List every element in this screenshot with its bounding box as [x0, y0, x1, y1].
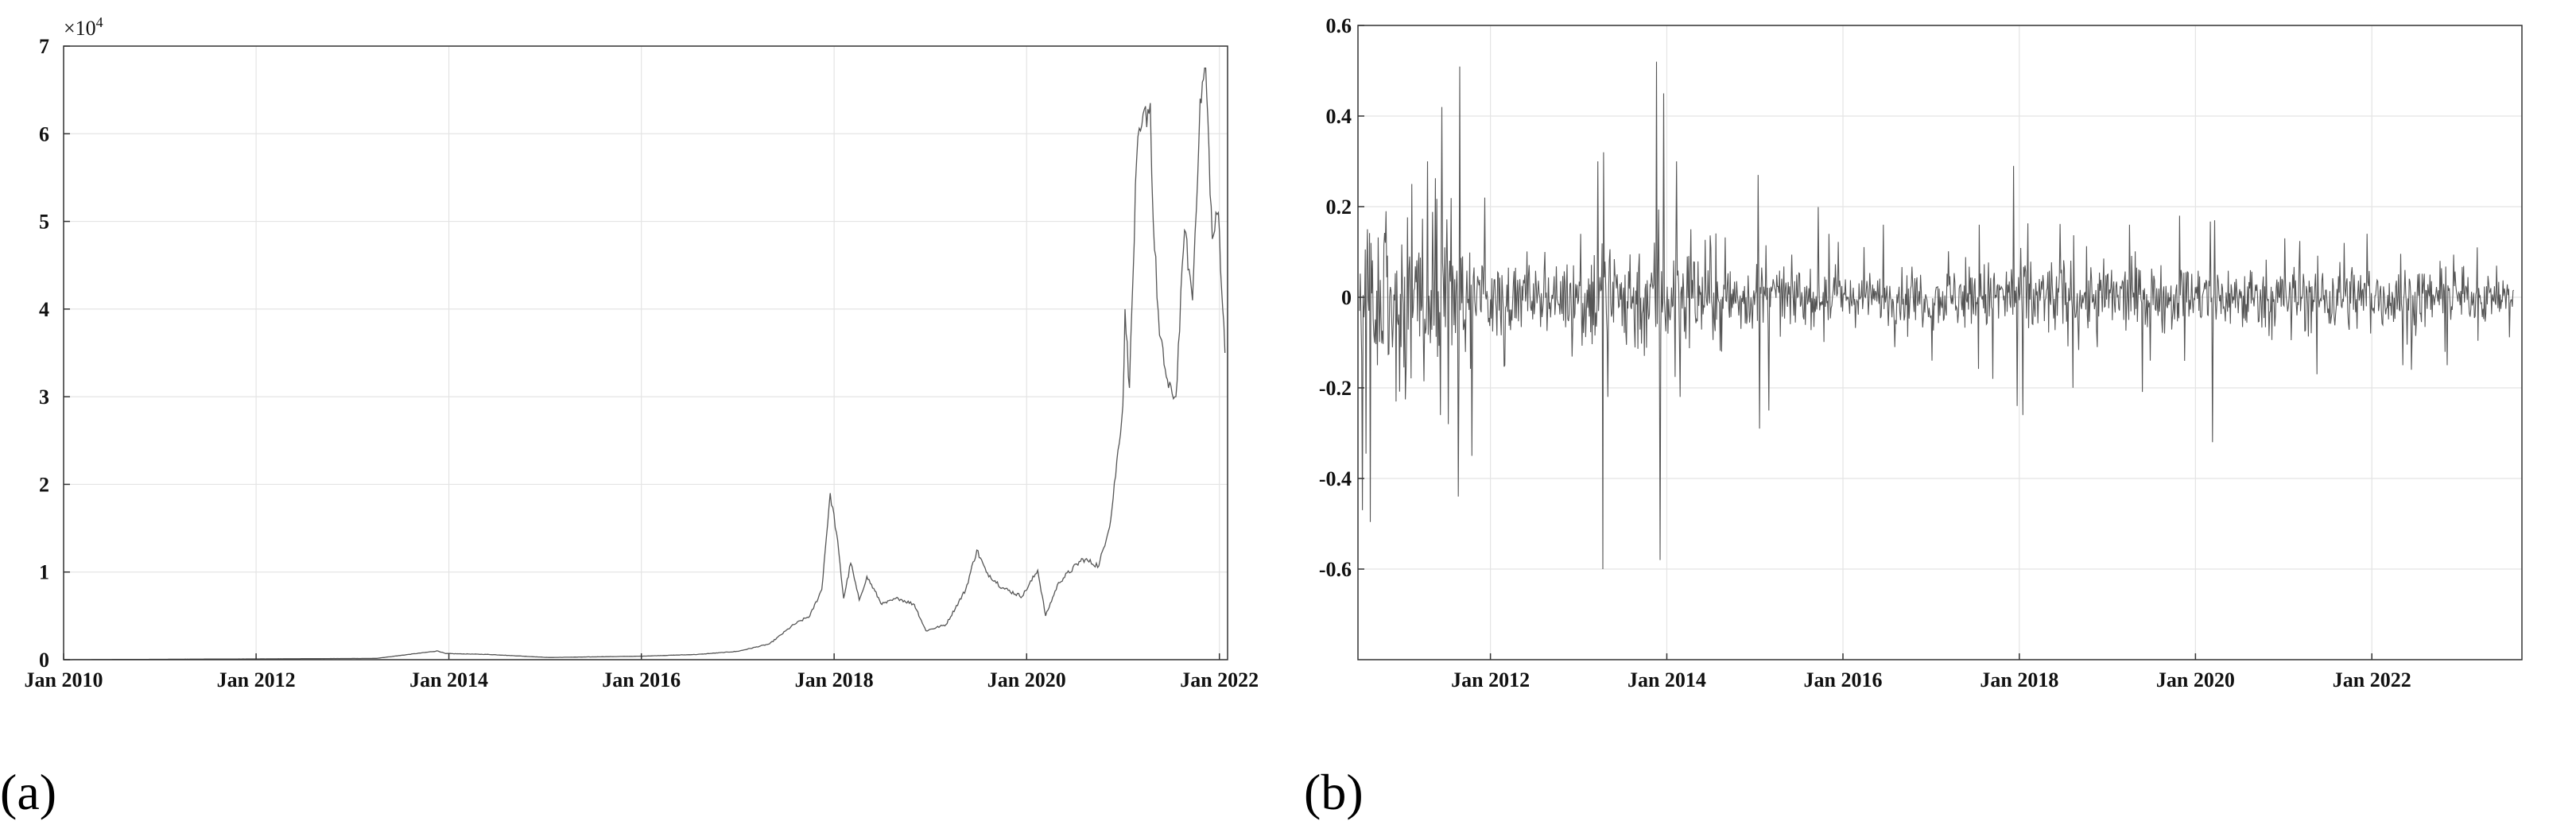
x-tick-label: Jan 2014 [1627, 668, 1706, 691]
x-tick-label: Jan 2012 [217, 668, 296, 691]
x-tick-label: Jan 2016 [602, 668, 681, 691]
panel-b-grid [1358, 25, 2522, 660]
x-tick-label: Jan 2022 [2333, 668, 2411, 691]
x-tick-label: Jan 2020 [2156, 668, 2235, 691]
panel-b-returns-line [1359, 61, 2515, 570]
x-tick-label: Jan 2012 [1451, 668, 1530, 691]
panel-a-x-ticks: Jan 2010 Jan 2012 Jan 2014 Jan 2016 Jan 2018… [25, 653, 1259, 691]
panel-b-x-ticks: Jan 2012 Jan 2014 Jan 2016 Jan 2018 Jan 2020… [1451, 653, 2411, 691]
panel-b-chart: 0.60.40.20-0.2-0.4-0.6 Jan 2012 Jan 2014 J… [1304, 14, 2523, 820]
panel-b-label: (b) [1304, 764, 1364, 820]
x-tick-label: Jan 2020 [987, 668, 1066, 691]
y-tick-label: -0.2 [1319, 377, 1352, 400]
x-tick-label: Jan 2022 [1180, 668, 1259, 691]
y-tick-label: 7 [39, 35, 49, 58]
y-tick-label: 2 [39, 473, 49, 496]
y-tick-label: 0 [39, 649, 49, 672]
y-tick-label: 5 [39, 211, 49, 234]
y-tick-label: -0.4 [1319, 467, 1352, 490]
y-tick-label: 4 [39, 298, 49, 321]
y-tick-label: -0.6 [1319, 558, 1352, 581]
panel-a-multiplier: ×104 [64, 14, 103, 40]
y-tick-label: 0.6 [1326, 14, 1352, 37]
panel-a-label: (a) [0, 764, 56, 820]
panel-a-grid [63, 45, 1228, 660]
y-tick-label: 0.4 [1326, 105, 1352, 128]
x-tick-label: Jan 2014 [409, 668, 488, 691]
panel-a-multiplier-exp: 4 [96, 14, 103, 30]
y-tick-label: 0.2 [1326, 196, 1352, 219]
panel-a-y-ticks: 0 1 2 3 4 5 6 7 [39, 35, 70, 672]
x-tick-label: Jan 2016 [1804, 668, 1883, 691]
panel-b-y-ticks: 0.6 0.4 0.2 0 -0.2 -0.4 -0.6 [1319, 14, 1364, 581]
panel-b-axes-box [1357, 25, 2523, 660]
y-tick-label: 6 [39, 122, 49, 145]
x-tick-label: Jan 2010 [25, 668, 103, 691]
y-tick-label: 3 [39, 385, 49, 409]
y-tick-label: 0 [1341, 286, 1352, 309]
panel-a-price-line [64, 67, 1226, 660]
x-tick-label: Jan 2018 [795, 668, 874, 691]
y-tick-label: 1 [39, 561, 49, 584]
x-tick-label: Jan 2018 [1980, 668, 2058, 691]
panel-a-multiplier-base: ×10 [64, 17, 96, 40]
panel-a-axes-box [63, 45, 1228, 660]
